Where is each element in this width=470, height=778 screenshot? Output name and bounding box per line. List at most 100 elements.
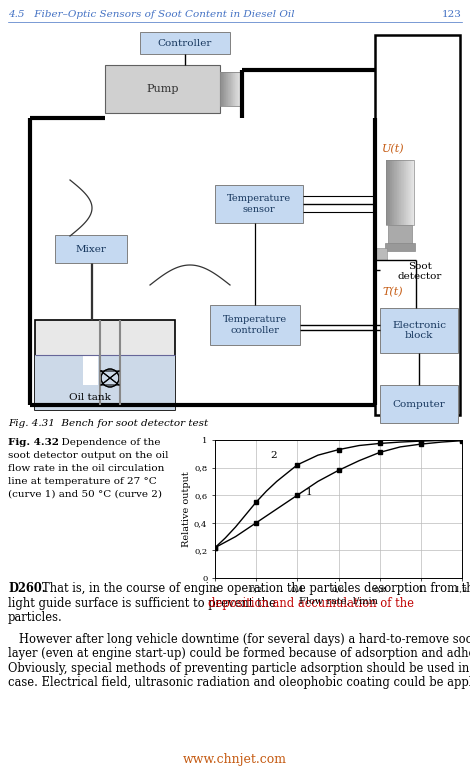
FancyBboxPatch shape — [410, 160, 411, 225]
FancyBboxPatch shape — [227, 72, 228, 106]
FancyBboxPatch shape — [385, 243, 415, 251]
Text: (curve 1) and 50 °C (curve 2): (curve 1) and 50 °C (curve 2) — [8, 490, 162, 499]
FancyBboxPatch shape — [220, 72, 221, 106]
FancyBboxPatch shape — [234, 72, 235, 106]
FancyBboxPatch shape — [222, 72, 223, 106]
FancyBboxPatch shape — [395, 160, 396, 225]
Text: Pump: Pump — [146, 84, 179, 94]
FancyBboxPatch shape — [223, 72, 224, 106]
Text: Temperature
sensor: Temperature sensor — [227, 194, 291, 214]
Text: Fig. 4.31  Bench for soot detector test: Fig. 4.31 Bench for soot detector test — [8, 419, 208, 428]
FancyBboxPatch shape — [231, 72, 232, 106]
FancyBboxPatch shape — [239, 72, 240, 106]
Text: Controller: Controller — [158, 38, 212, 47]
Text: line at temperature of 27 °C: line at temperature of 27 °C — [8, 477, 157, 486]
FancyBboxPatch shape — [407, 160, 408, 225]
FancyBboxPatch shape — [375, 248, 387, 260]
FancyBboxPatch shape — [226, 72, 227, 106]
FancyBboxPatch shape — [140, 32, 230, 54]
FancyBboxPatch shape — [35, 320, 175, 410]
Text: Fig. 4.32: Fig. 4.32 — [8, 438, 59, 447]
FancyBboxPatch shape — [233, 72, 234, 106]
FancyBboxPatch shape — [402, 160, 403, 225]
FancyBboxPatch shape — [387, 160, 388, 225]
Text: www.chnjet.com: www.chnjet.com — [183, 754, 287, 766]
FancyBboxPatch shape — [397, 160, 398, 225]
Text: 4.5   Fiber–Optic Sensors of Soot Content in Diesel Oil: 4.5 Fiber–Optic Sensors of Soot Content … — [8, 9, 295, 19]
FancyBboxPatch shape — [396, 160, 397, 225]
Text: 2: 2 — [271, 451, 277, 460]
Text: That is, in the course of engine operation the particles desorption from the: That is, in the course of engine operati… — [42, 582, 470, 595]
FancyBboxPatch shape — [406, 160, 407, 225]
FancyBboxPatch shape — [236, 72, 237, 106]
Text: Mixer: Mixer — [76, 244, 106, 254]
FancyBboxPatch shape — [408, 160, 409, 225]
Text: case. Electrical field, ultrasonic radiation and oleophobic coating could be app: case. Electrical field, ultrasonic radia… — [8, 676, 470, 689]
Text: T(t): T(t) — [382, 286, 403, 297]
FancyBboxPatch shape — [403, 160, 404, 225]
Text: D260.: D260. — [8, 582, 46, 595]
FancyBboxPatch shape — [224, 72, 225, 106]
Text: flow rate in the oil circulation: flow rate in the oil circulation — [8, 464, 164, 473]
FancyBboxPatch shape — [227, 72, 228, 106]
Text: deposition and accumulation of the: deposition and accumulation of the — [208, 597, 414, 609]
FancyBboxPatch shape — [388, 225, 412, 245]
FancyBboxPatch shape — [386, 160, 387, 225]
FancyBboxPatch shape — [225, 72, 226, 106]
FancyBboxPatch shape — [407, 160, 408, 225]
FancyBboxPatch shape — [406, 160, 407, 225]
FancyBboxPatch shape — [237, 72, 238, 106]
FancyBboxPatch shape — [232, 72, 233, 106]
FancyBboxPatch shape — [413, 160, 414, 225]
FancyBboxPatch shape — [393, 160, 394, 225]
FancyBboxPatch shape — [389, 160, 390, 225]
FancyBboxPatch shape — [380, 385, 458, 423]
Text: 123: 123 — [442, 9, 462, 19]
FancyBboxPatch shape — [411, 160, 412, 225]
FancyBboxPatch shape — [237, 72, 238, 106]
FancyBboxPatch shape — [401, 160, 402, 225]
FancyBboxPatch shape — [238, 72, 239, 106]
FancyBboxPatch shape — [105, 65, 220, 113]
Y-axis label: Relative output: Relative output — [182, 471, 191, 547]
FancyBboxPatch shape — [398, 160, 399, 225]
FancyBboxPatch shape — [391, 160, 392, 225]
Text: However after long vehicle downtime (for several days) a hard-to-remove soot: However after long vehicle downtime (for… — [8, 633, 470, 646]
FancyBboxPatch shape — [229, 72, 230, 106]
FancyBboxPatch shape — [55, 235, 127, 263]
FancyBboxPatch shape — [405, 160, 406, 225]
Text: Oil tank: Oil tank — [69, 393, 111, 402]
Text: U(t): U(t) — [382, 144, 405, 154]
FancyBboxPatch shape — [83, 355, 98, 385]
FancyBboxPatch shape — [35, 355, 175, 410]
Text: 1: 1 — [306, 489, 312, 497]
FancyBboxPatch shape — [394, 160, 395, 225]
FancyBboxPatch shape — [404, 160, 405, 225]
Text: light guide surface is sufficient to prevent the: light guide surface is sufficient to pre… — [8, 597, 276, 609]
FancyBboxPatch shape — [410, 160, 411, 225]
Text: Electronic
block: Electronic block — [392, 321, 446, 340]
FancyBboxPatch shape — [235, 72, 236, 106]
FancyBboxPatch shape — [412, 160, 413, 225]
FancyBboxPatch shape — [228, 72, 229, 106]
FancyBboxPatch shape — [409, 160, 410, 225]
FancyBboxPatch shape — [380, 308, 458, 353]
Text: Obviously, special methods of preventing particle adsorption should be used in t: Obviously, special methods of preventing… — [8, 662, 470, 675]
FancyBboxPatch shape — [399, 160, 400, 225]
FancyBboxPatch shape — [400, 160, 401, 225]
FancyBboxPatch shape — [240, 72, 241, 106]
FancyBboxPatch shape — [226, 72, 227, 106]
Text: Temperature
controller: Temperature controller — [223, 315, 287, 335]
FancyBboxPatch shape — [390, 160, 391, 225]
FancyBboxPatch shape — [210, 305, 300, 345]
FancyBboxPatch shape — [230, 72, 231, 106]
Text: layer (even at engine start-up) could be formed because of adsorption and adhesi: layer (even at engine start-up) could be… — [8, 647, 470, 661]
FancyBboxPatch shape — [375, 35, 460, 415]
FancyBboxPatch shape — [388, 160, 389, 225]
Text: particles.: particles. — [8, 611, 63, 624]
FancyBboxPatch shape — [230, 72, 231, 106]
X-axis label: Flow rate, l/min: Flow rate, l/min — [299, 597, 378, 605]
FancyBboxPatch shape — [221, 72, 222, 106]
Text: Computer: Computer — [392, 399, 446, 408]
Text: Soot
detector: Soot detector — [398, 262, 442, 282]
